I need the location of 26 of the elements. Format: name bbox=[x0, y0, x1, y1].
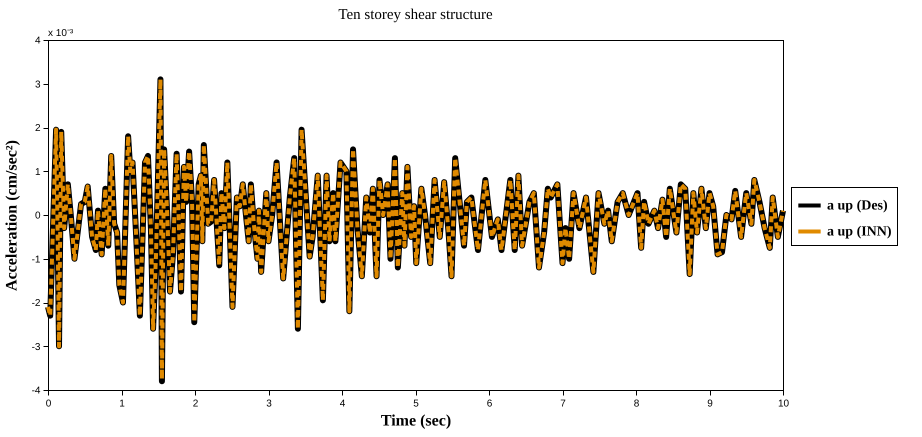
x-tick-label: 2 bbox=[192, 398, 199, 410]
chart-title: Ten storey shear structure bbox=[338, 7, 493, 23]
x-tick-label: 1 bbox=[119, 398, 126, 410]
legend-label: a up (Des) bbox=[827, 198, 888, 214]
x-tick-label: 10 bbox=[778, 398, 790, 410]
x-tick-label: 7 bbox=[560, 398, 566, 410]
y-axis-title: Acceleration (cm/sec²) bbox=[4, 140, 21, 291]
y-tick-label: -1 bbox=[32, 254, 41, 266]
y-tick-label: -3 bbox=[32, 342, 41, 353]
y-tick-label: 0 bbox=[34, 210, 41, 222]
x-tick-label: 0 bbox=[46, 398, 52, 410]
x-tick-label: 8 bbox=[634, 398, 640, 410]
y-tick-label: 1 bbox=[34, 166, 41, 178]
y-tick-label: 2 bbox=[34, 123, 41, 134]
x-tick-label: 4 bbox=[340, 398, 346, 410]
x-tick-label: 6 bbox=[486, 398, 493, 410]
x-axis-title: Time (sec) bbox=[380, 412, 452, 430]
legend-label: a up (INN) bbox=[827, 224, 892, 240]
x-tick-label: 9 bbox=[707, 398, 714, 410]
y-tick-label: -4 bbox=[32, 386, 41, 396]
x-tick-label: 5 bbox=[413, 398, 420, 410]
y-tick-label: -2 bbox=[32, 298, 41, 309]
y-tick-label: 4 bbox=[34, 36, 41, 46]
y-tick-label: 3 bbox=[34, 79, 41, 90]
text: x 10⁻³ bbox=[48, 28, 74, 39]
x-tick-label: 3 bbox=[266, 398, 272, 410]
